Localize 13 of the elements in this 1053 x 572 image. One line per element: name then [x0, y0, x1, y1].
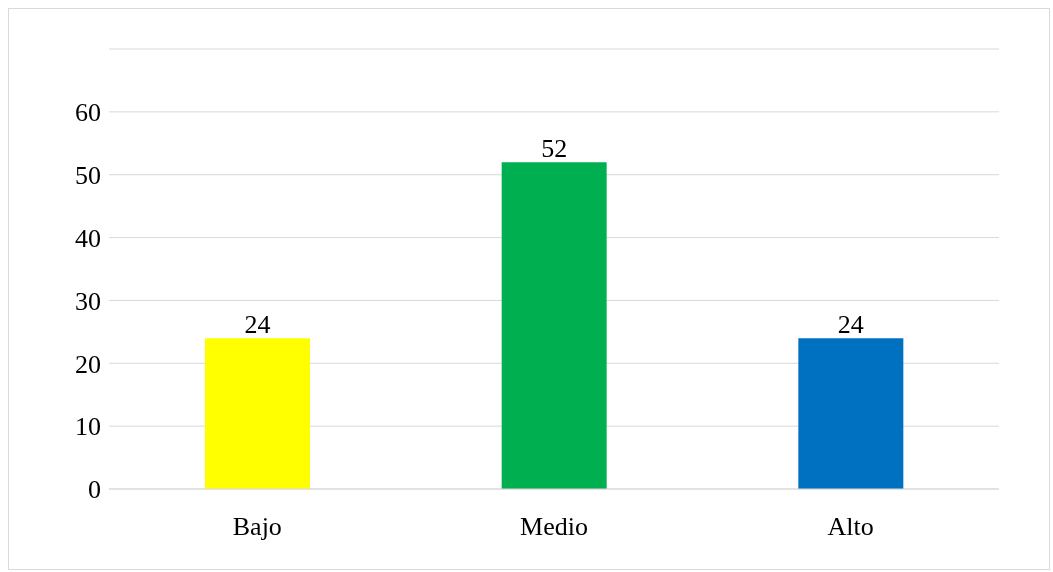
y-tick-label: 20	[75, 349, 101, 379]
y-tick-label: 10	[75, 412, 101, 442]
data-label: 24	[244, 310, 271, 340]
x-tick-label: Medio	[520, 512, 588, 542]
data-label: 24	[837, 310, 864, 340]
x-tick-label: Alto	[827, 512, 874, 542]
y-tick-label: 60	[75, 98, 101, 128]
data-label: 52	[541, 134, 568, 164]
x-tick-label: Bajo	[232, 512, 282, 542]
y-tick-label: 30	[75, 286, 101, 316]
y-tick-label: 40	[75, 223, 101, 253]
y-tick-label: 50	[75, 160, 101, 190]
y-tick-label: 0	[88, 475, 101, 505]
